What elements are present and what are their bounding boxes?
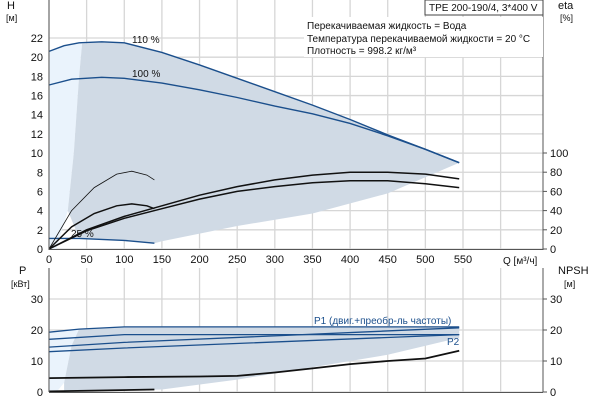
eta-tick-label: 0 [550, 244, 556, 256]
label-100: 100 % [132, 69, 160, 80]
q-tick-label: 250 [228, 254, 246, 266]
eta-curve-3 [48, 171, 460, 250]
h-tick-label: 6 [37, 186, 43, 198]
h-tick-label: 14 [31, 110, 43, 122]
p-tick-label: 30 [31, 294, 43, 306]
h-tick-label: 22 [31, 33, 43, 45]
q-axis-label: Q [м³/ч] [503, 256, 538, 267]
q-tick-label: 100 [115, 254, 133, 266]
power-curve-3 [48, 333, 460, 353]
eta-axis-unit: [%] [560, 13, 573, 23]
label-110: 110 % [132, 35, 160, 46]
q-tick-label: 450 [379, 254, 397, 266]
p-tick-label: 0 [37, 387, 43, 399]
q-tick-label: 500 [416, 254, 434, 266]
p-axis-label: P [19, 265, 26, 277]
npsh-axis-unit: [м] [564, 279, 575, 289]
eta-tick-label: 60 [550, 186, 562, 198]
h-curve-2 [49, 237, 155, 244]
h-axis-unit: [м] [6, 13, 17, 23]
bottom-axes: 0 10 20 30 0 10 20 30 [31, 268, 562, 399]
info-box [304, 17, 543, 57]
h-tick-label: 10 [31, 148, 43, 160]
h-curve-1 [48, 76, 460, 164]
eta-tick-label: 20 [550, 225, 562, 237]
eta-tick-label: 80 [550, 167, 562, 179]
power-curve-1 [48, 333, 460, 340]
eta-curve-4 [48, 180, 460, 250]
power-curve-2 [48, 327, 460, 348]
npsh-tick-label: 30 [550, 294, 562, 306]
top-curves [48, 41, 460, 250]
label-p1: P1 (двиг.+преобр-ль частоты) [314, 315, 451, 327]
q-tick-label: 400 [341, 254, 359, 266]
p-axis-unit: [кВт] [11, 279, 30, 289]
info-temperature: Температура перекачиваемой жидкости = 20… [307, 34, 530, 45]
operating-range-light [49, 42, 83, 249]
h-tick-label: 16 [31, 91, 43, 103]
h-tick-label: 8 [37, 167, 43, 179]
npsh-curve-5 [48, 388, 155, 393]
q-tick-label: 300 [266, 254, 284, 266]
h-tick-label: 2 [37, 225, 43, 237]
npsh-axis-label: NPSH [558, 265, 589, 277]
q-tick-label: 150 [153, 254, 171, 266]
npsh-curve-4 [48, 349, 460, 379]
p-tick-label: 10 [31, 356, 43, 368]
h-tick-label: 0 [37, 244, 43, 256]
h-tick-label: 12 [31, 129, 43, 141]
chart-title: TPE 200-190/4, 3*400 V [429, 3, 538, 14]
info-liquid: Перекачиваемая жидкость = Вода [307, 21, 467, 32]
eta-tick-label: 100 [550, 148, 568, 160]
npsh-tick-label: 0 [550, 387, 556, 399]
label-p2: P2 [447, 337, 460, 348]
power-curve-0 [48, 326, 460, 333]
npsh-tick-label: 20 [550, 325, 562, 337]
p-tick-label: 20 [31, 325, 43, 337]
operating-range-area [67, 41, 460, 244]
h-tick-label: 18 [31, 71, 43, 83]
eta-axis-label: eta [558, 0, 574, 12]
power-range-light [49, 329, 80, 392]
eta-curve-6 [48, 203, 155, 250]
eta-curve-5 [48, 170, 155, 250]
q-tick-label: 200 [190, 254, 208, 266]
h-tick-label: 20 [31, 52, 43, 64]
q-tick-label: 350 [303, 254, 321, 266]
label-25: 25 % [71, 229, 94, 240]
npsh-tick-label: 10 [550, 356, 562, 368]
operating-range [49, 41, 460, 249]
q-tick-label: 50 [81, 254, 93, 266]
power-range [49, 326, 460, 392]
h-axis-label: H [7, 0, 15, 12]
q-tick-label: 550 [454, 254, 472, 266]
info-density: Плотность = 998.2 кг/м³ [307, 46, 417, 57]
power-range-area [64, 326, 460, 392]
h-tick-label: 4 [37, 206, 43, 218]
bottom-curves [48, 326, 460, 393]
q-tick-label: 0 [46, 254, 52, 266]
eta-tick-label: 40 [550, 206, 562, 218]
title-box [424, 0, 544, 16]
h-curve-0 [48, 41, 460, 164]
